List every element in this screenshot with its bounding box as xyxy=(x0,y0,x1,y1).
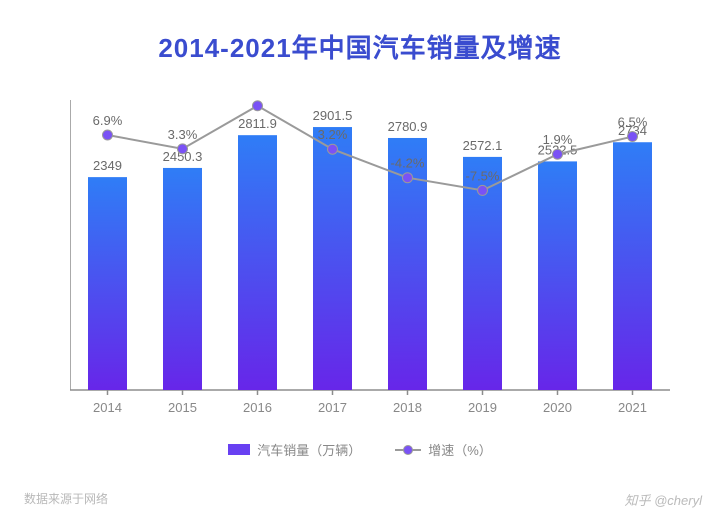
bar-value-label: 2901.5 xyxy=(313,108,353,123)
chart-area: 23492450.32811.92901.52780.92572.12522.5… xyxy=(70,100,670,430)
category-label: 2018 xyxy=(393,400,422,415)
line-marker xyxy=(253,101,263,111)
category-label: 2015 xyxy=(168,400,197,415)
bar xyxy=(163,168,202,390)
category-label: 2016 xyxy=(243,400,272,415)
line-value-label: 6.5% xyxy=(618,115,648,130)
bar-value-label: 2780.9 xyxy=(388,119,428,134)
category-label: 2019 xyxy=(468,400,497,415)
line-marker xyxy=(103,130,113,140)
bar xyxy=(313,127,352,390)
line-value-label: 3.3% xyxy=(168,127,198,142)
combo-chart: 23492450.32811.92901.52780.92572.12522.5… xyxy=(70,100,670,430)
line-value-label: 6.9% xyxy=(93,113,123,128)
line-marker xyxy=(328,144,338,154)
line-marker xyxy=(178,144,188,154)
legend: 汽车销量（万辆） 增速（%） xyxy=(0,440,720,459)
line-value-label: 1.9% xyxy=(543,132,573,147)
bar xyxy=(613,142,652,390)
chart-title: 2014-2021年中国汽车销量及增速 xyxy=(0,0,720,65)
bar-value-label: 2572.1 xyxy=(463,138,503,153)
line-marker xyxy=(628,132,638,142)
line-marker xyxy=(478,185,488,195)
line-value-label: 3.2% xyxy=(318,127,348,142)
bar-value-label: 2811.9 xyxy=(238,116,277,131)
bar xyxy=(238,135,277,390)
category-label: 2017 xyxy=(318,400,347,415)
watermark: 知乎 @cheryl xyxy=(625,490,703,509)
bar-swatch xyxy=(228,444,250,455)
legend-line-label: 增速（%） xyxy=(428,440,492,459)
data-source-note: 数据来源于网络 xyxy=(24,490,108,507)
line-swatch xyxy=(395,449,421,451)
line-marker xyxy=(553,149,563,159)
bar xyxy=(538,161,577,390)
line-value-label: -4.2% xyxy=(391,156,425,171)
legend-item-line: 增速（%） xyxy=(395,440,492,459)
category-label: 2021 xyxy=(618,400,647,415)
category-label: 2020 xyxy=(543,400,572,415)
category-label: 2014 xyxy=(93,400,122,415)
legend-item-bars: 汽车销量（万辆） xyxy=(228,440,361,459)
bar-value-label: 2349 xyxy=(93,158,122,173)
bar xyxy=(88,177,127,390)
line-value-label: -7.5% xyxy=(466,168,500,183)
line-marker xyxy=(403,173,413,183)
legend-bar-label: 汽车销量（万辆） xyxy=(257,440,361,459)
